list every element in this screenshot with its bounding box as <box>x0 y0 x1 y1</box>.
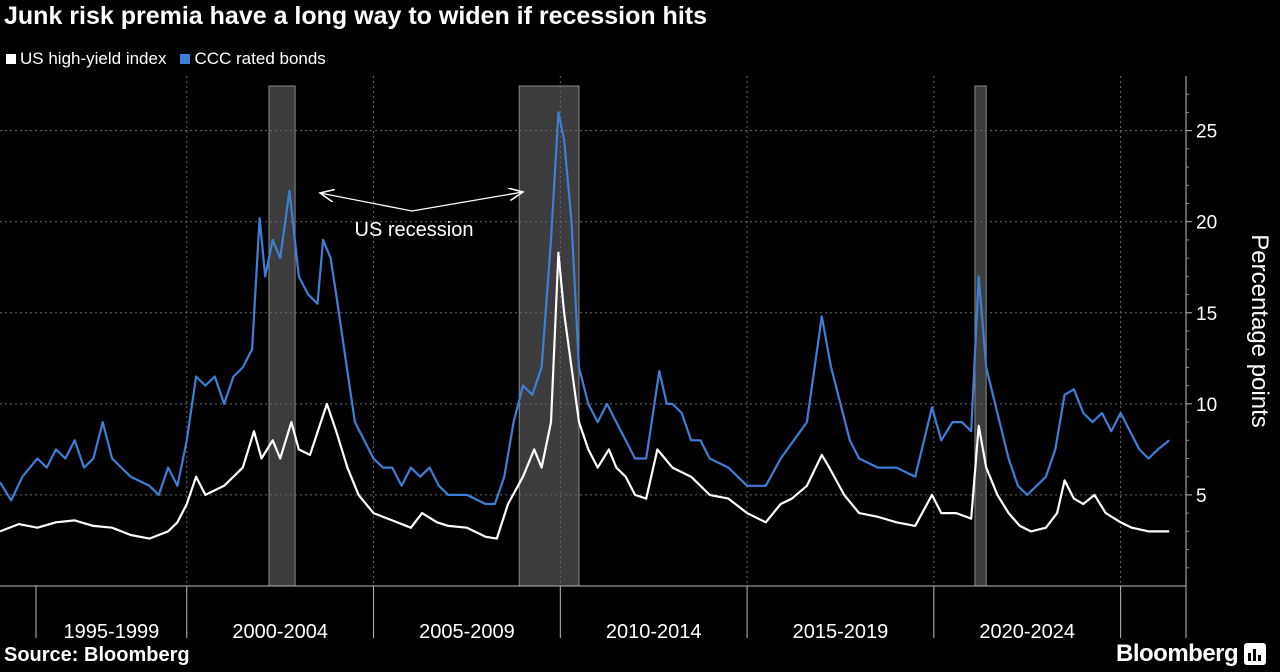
ytick-label-5: 5 <box>1196 486 1207 507</box>
x-tick-label-3: 2005-2009 <box>419 621 515 643</box>
legend-swatch-hy <box>6 54 16 64</box>
legend-label-hy: US high-yield index <box>20 49 167 68</box>
chart-title: Junk risk premia have a long way to wide… <box>4 2 708 30</box>
annotation-arrow-left <box>320 193 413 212</box>
legend-item-hy: US high-yield index <box>6 49 166 69</box>
y-axis-label: Percentage points <box>1246 234 1273 427</box>
legend-label-ccc: CCC rated bonds <box>194 49 326 68</box>
recession-band-2 <box>518 85 580 587</box>
series-line-ccc <box>0 111 1170 506</box>
ytick-label-25: 25 <box>1196 122 1217 143</box>
series-line-hy <box>0 251 1170 540</box>
legend-item-ccc: CCC rated bonds <box>180 49 326 69</box>
ytick-label-15: 15 <box>1196 304 1217 325</box>
recession-band-1 <box>268 85 296 587</box>
annotation-arrow-right <box>411 192 523 212</box>
x-tick-label-5: 2015-2019 <box>793 621 889 643</box>
bloomberg-chart-icon <box>1244 643 1267 665</box>
annotation-us-recession: US recession <box>355 219 474 241</box>
x-tick-label-2: 2000-2004 <box>232 621 328 643</box>
brand-logo: Bloomberg <box>1116 640 1267 668</box>
brand-text: Bloomberg <box>1116 640 1239 667</box>
x-tick-label-4: 2010-2014 <box>606 621 702 643</box>
source-note: Source: Bloomberg <box>4 644 190 666</box>
x-tick-label-6: 2020-2024 <box>979 621 1075 643</box>
x-tick-label-1: 1995-1999 <box>64 621 160 643</box>
ytick-label-20: 20 <box>1196 213 1217 234</box>
ytick-label-10: 10 <box>1196 395 1217 416</box>
legend-swatch-ccc <box>180 54 191 64</box>
legend: US high-yield index CCC rated bonds <box>6 49 326 69</box>
